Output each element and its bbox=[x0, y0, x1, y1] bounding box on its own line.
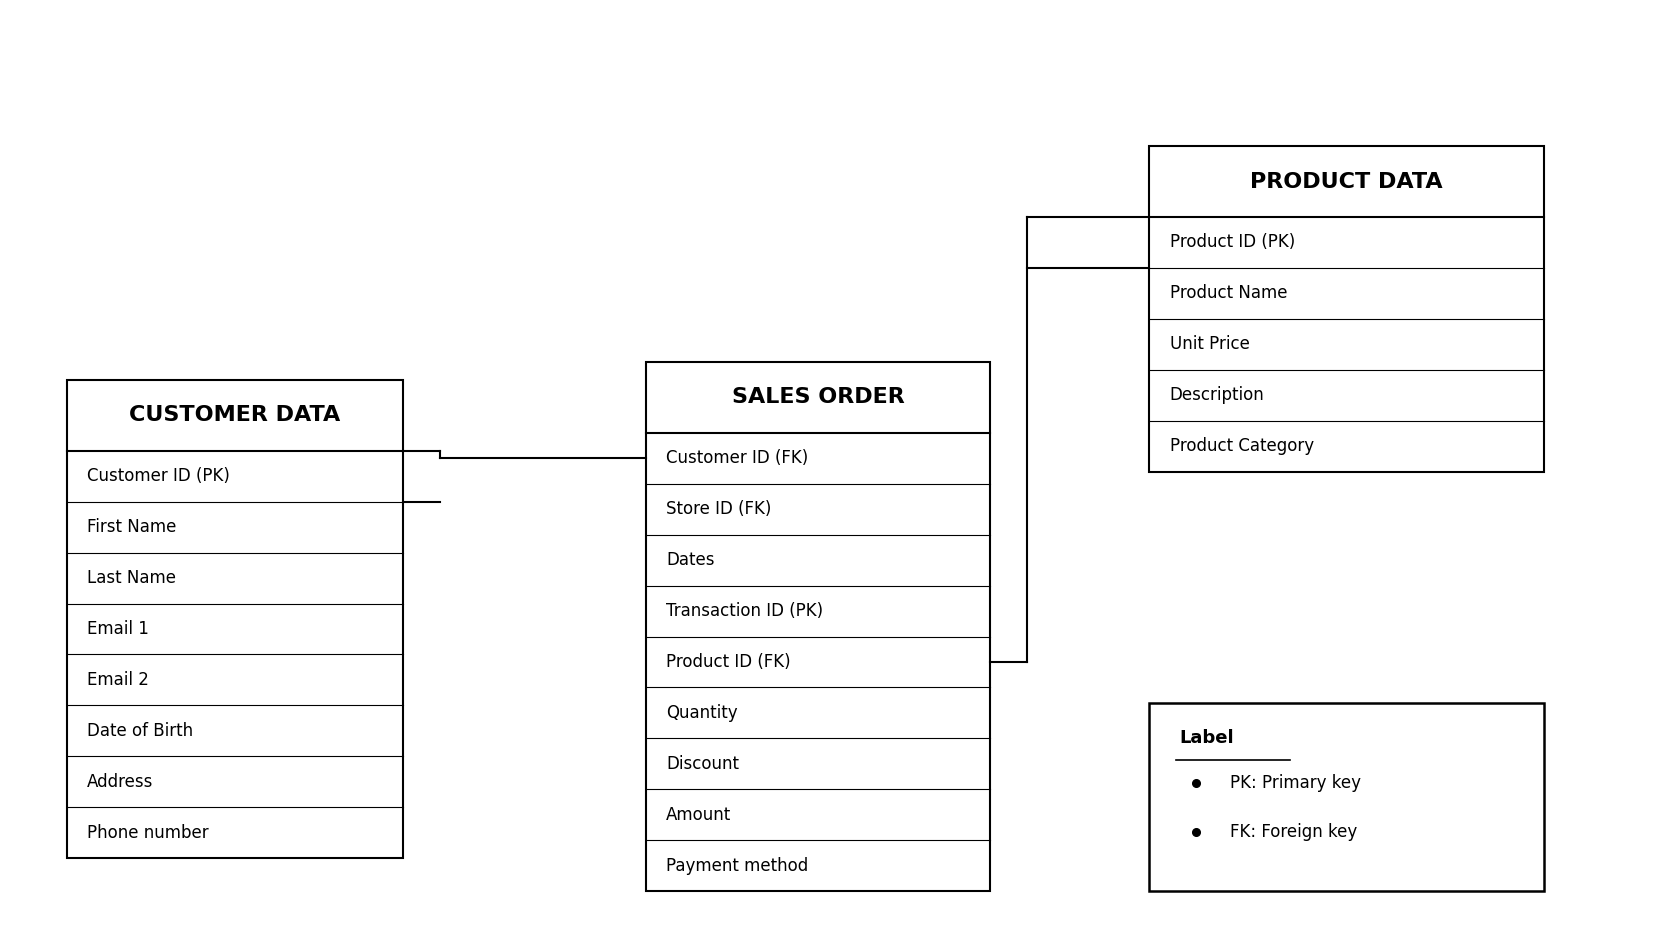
Text: PRODUCT DATA: PRODUCT DATA bbox=[1250, 172, 1443, 191]
Text: Customer ID (PK): Customer ID (PK) bbox=[87, 467, 230, 486]
Text: Quantity: Quantity bbox=[666, 703, 738, 722]
Text: Customer ID (FK): Customer ID (FK) bbox=[666, 449, 809, 468]
Bar bbox=[1149, 703, 1544, 891]
Text: Transaction ID (PK): Transaction ID (PK) bbox=[666, 602, 824, 620]
Text: First Name: First Name bbox=[87, 518, 176, 537]
Text: Product ID (PK): Product ID (PK) bbox=[1170, 233, 1295, 252]
Text: Unit Price: Unit Price bbox=[1170, 335, 1250, 354]
Text: SALES ORDER: SALES ORDER bbox=[732, 388, 904, 407]
Text: Store ID (FK): Store ID (FK) bbox=[666, 500, 772, 519]
Bar bbox=[67, 380, 403, 858]
Text: Discount: Discount bbox=[666, 754, 740, 773]
Bar bbox=[646, 362, 990, 891]
Text: Payment method: Payment method bbox=[666, 856, 809, 875]
Text: Amount: Amount bbox=[666, 805, 732, 824]
Text: Product Name: Product Name bbox=[1170, 284, 1287, 303]
Text: Phone number: Phone number bbox=[87, 823, 208, 842]
Text: Dates: Dates bbox=[666, 551, 715, 570]
Text: Email 1: Email 1 bbox=[87, 620, 149, 638]
Text: Address: Address bbox=[87, 772, 154, 791]
Text: Date of Birth: Date of Birth bbox=[87, 721, 193, 740]
Text: Email 2: Email 2 bbox=[87, 670, 149, 689]
Text: Last Name: Last Name bbox=[87, 569, 176, 587]
Text: FK: Foreign key: FK: Foreign key bbox=[1230, 822, 1358, 841]
Text: Product ID (FK): Product ID (FK) bbox=[666, 653, 790, 671]
Text: Description: Description bbox=[1170, 386, 1264, 405]
Text: PK: Primary key: PK: Primary key bbox=[1230, 773, 1361, 792]
Text: CUSTOMER DATA: CUSTOMER DATA bbox=[129, 405, 341, 425]
Text: Product Category: Product Category bbox=[1170, 437, 1314, 455]
Text: Label: Label bbox=[1180, 729, 1235, 747]
Bar bbox=[1149, 146, 1544, 472]
